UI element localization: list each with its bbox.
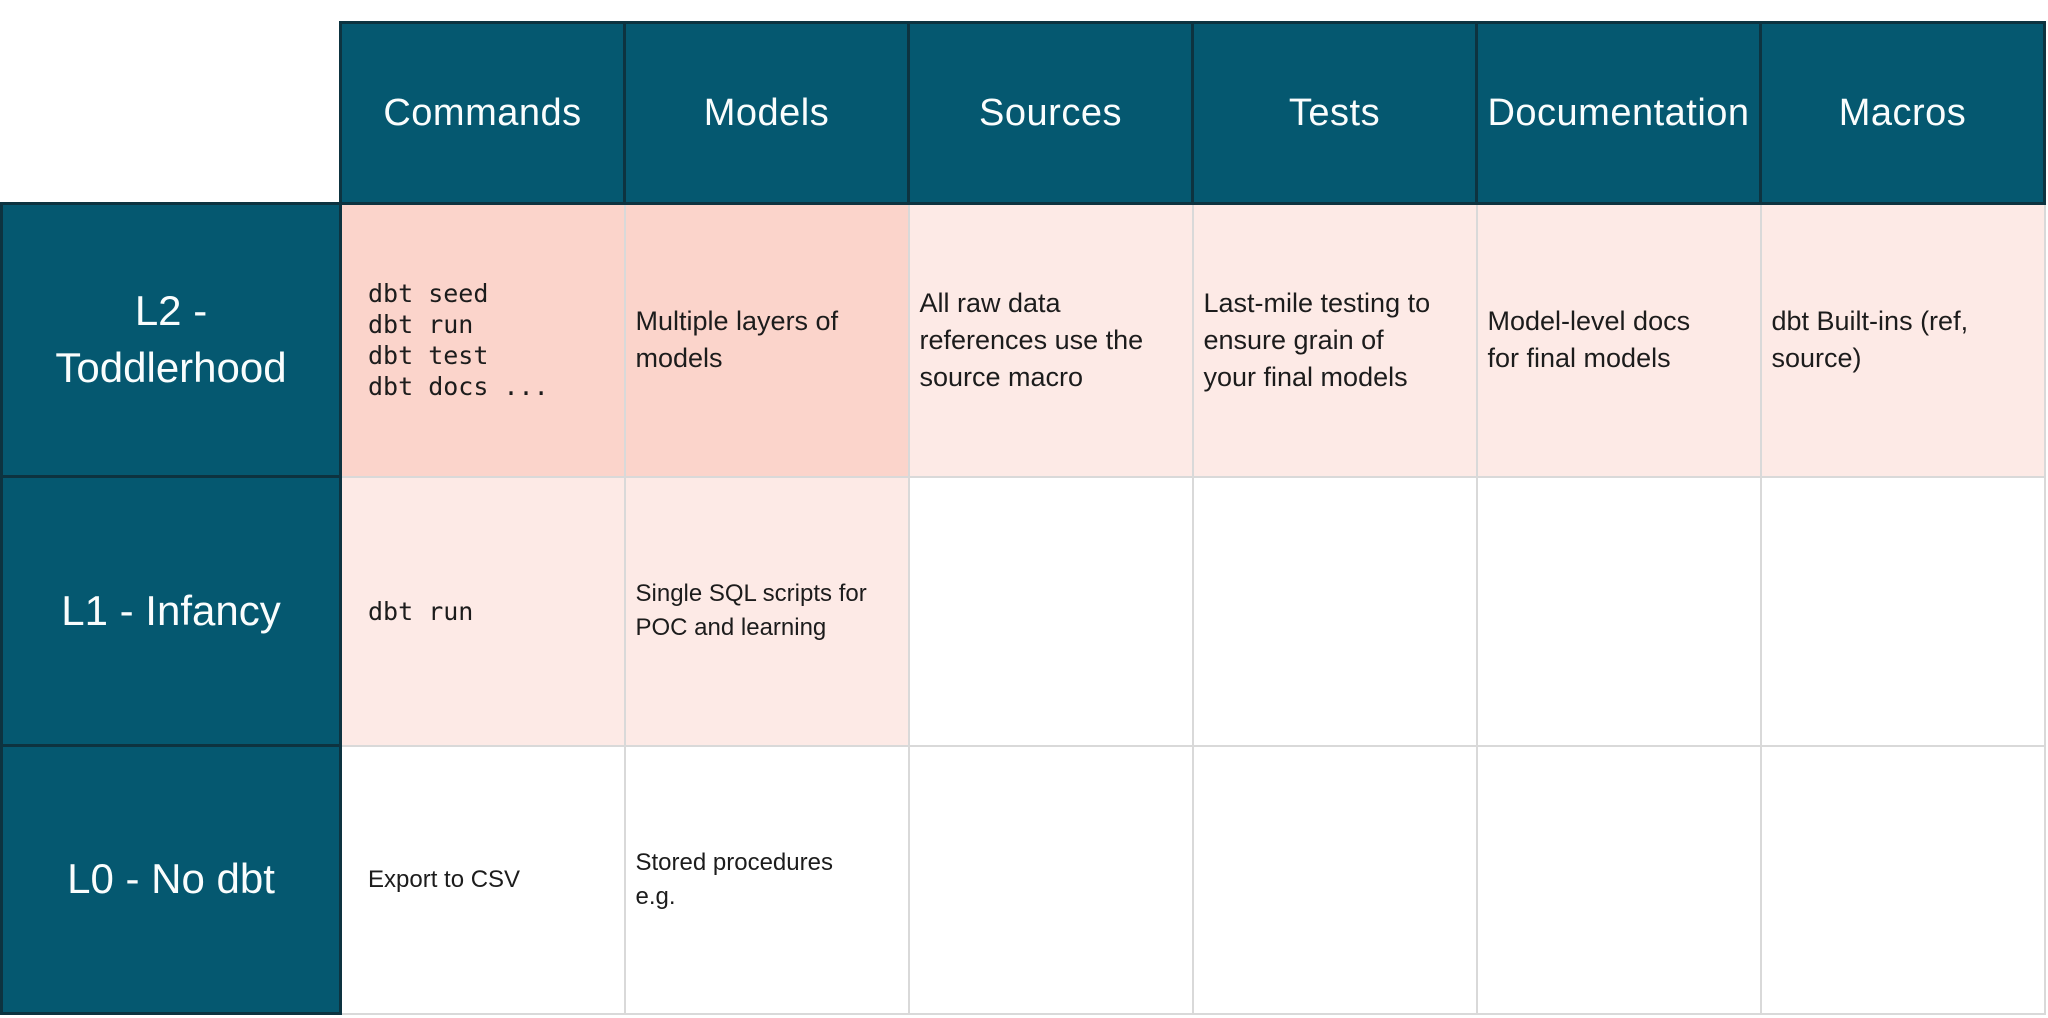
cell-l0-sources <box>907 744 1194 1015</box>
row-header-l2: L2 - Toddlerhood <box>0 202 342 478</box>
cell-l2-macros: dbt Built-ins (ref, source) <box>1759 202 2046 478</box>
cell-l1-documentation <box>1475 475 1762 747</box>
cell-text-line: dbt Built-ins (ref, <box>1771 306 1969 337</box>
row-header-l0: L0 - No dbt <box>0 744 342 1015</box>
column-header-commands: Commands <box>339 21 626 205</box>
code-line: dbt seed <box>368 279 489 309</box>
cell-text-line: Multiple layers of <box>635 306 839 337</box>
table-row-l2: L2 - Toddlerhood dbt seed dbt run dbt test d… <box>0 202 2046 478</box>
maturity-matrix-table: Commands Models Sources Tests Documentation M… <box>0 21 2046 1015</box>
column-header-documentation: Documentation <box>1475 21 1762 205</box>
cell-l1-commands: dbt run <box>339 475 626 747</box>
cell-text-line: e.g. <box>635 882 676 910</box>
header-row: Commands Models Sources Tests Documentation M… <box>1 21 2046 205</box>
column-header-sources: Sources <box>907 21 1194 205</box>
cell-l2-commands: dbt seed dbt run dbt test dbt docs ... <box>339 202 626 478</box>
cell-text-line: Model-level docs <box>1487 306 1691 337</box>
table-row-l0: L0 - No dbt Export to CSV Stored procedure… <box>0 744 2046 1015</box>
cell-text-line: Stored procedures <box>635 848 833 876</box>
column-header-macros: Macros <box>1759 21 2046 205</box>
cell-l2-tests: Last-mile testing to ensure grain of your … <box>1191 202 1478 478</box>
cell-l1-tests <box>1191 475 1478 747</box>
code-line: dbt run <box>368 596 474 626</box>
column-header-models: Models <box>623 21 910 205</box>
code-line: dbt run <box>368 310 474 340</box>
cell-text-line: All raw data <box>919 287 1061 318</box>
column-header-tests: Tests <box>1191 21 1478 205</box>
code-line: dbt test <box>368 341 489 371</box>
cell-l0-tests <box>1191 744 1478 1015</box>
cell-text-line: for final models <box>1487 343 1671 374</box>
cell-text-line: source) <box>1771 343 1862 374</box>
cell-text-line: references use the <box>919 324 1144 355</box>
cell-l2-models: Multiple layers of models <box>623 202 910 478</box>
table-row-l1: L1 - Infancy dbt run Single SQL scripts fo… <box>0 475 2046 747</box>
cell-text-line: ensure grain of <box>1203 324 1384 355</box>
cell-text-line: models <box>635 343 723 374</box>
corner-spacer <box>1 22 341 204</box>
cell-l2-documentation: Model-level docs for final models <box>1475 202 1762 478</box>
cell-l0-commands: Export to CSV <box>339 744 626 1015</box>
cell-text-line: source macro <box>919 361 1084 392</box>
cell-l1-sources <box>907 475 1194 747</box>
code-line: dbt docs ... <box>368 372 549 402</box>
cell-l1-models: Single SQL scripts for POC and learning <box>623 475 910 747</box>
cell-l0-macros <box>1759 744 2046 1015</box>
cell-l0-documentation <box>1475 744 1762 1015</box>
cell-text-line: Last-mile testing to <box>1203 287 1431 318</box>
row-header-l1: L1 - Infancy <box>0 475 342 747</box>
cell-text-line: Export to CSV <box>368 865 521 893</box>
cell-text-line: POC and learning <box>635 614 827 641</box>
cell-l0-models: Stored procedures e.g. <box>623 744 910 1015</box>
cell-l1-macros <box>1759 475 2046 747</box>
cell-l2-sources: All raw data references use the source mac… <box>907 202 1194 478</box>
cell-text-line: your final models <box>1203 361 1408 392</box>
cell-text-line: Single SQL scripts for <box>635 580 867 607</box>
